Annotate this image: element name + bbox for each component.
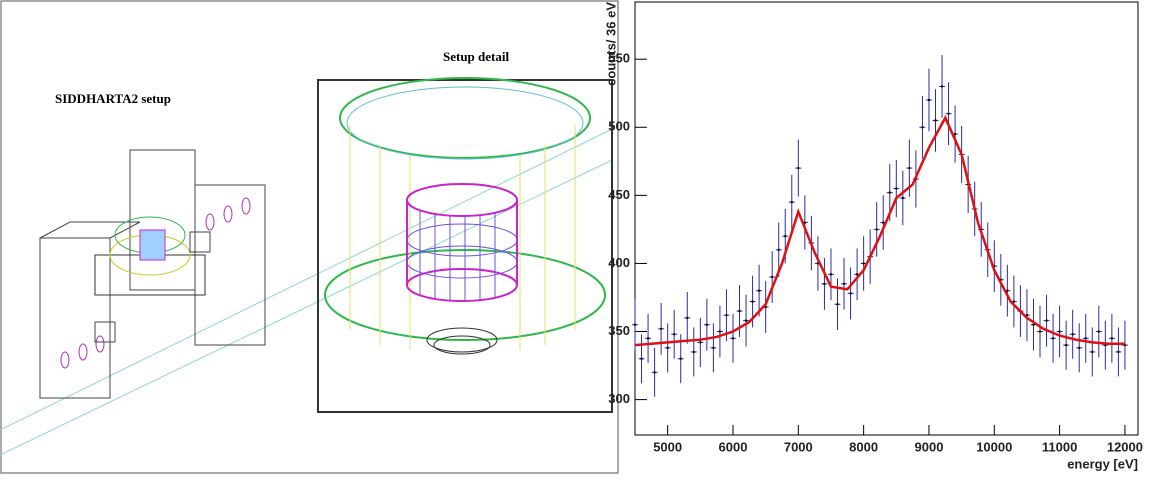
plot-frame: [634, 1, 1139, 436]
data-point: [731, 337, 735, 340]
data-point: [770, 275, 774, 279]
x-axis-label: energy [eV]: [1067, 456, 1138, 471]
data-point: [934, 119, 937, 122]
data-point: [882, 221, 885, 224]
y-tick-label: 350: [608, 323, 630, 338]
data-point: [875, 228, 878, 231]
x-tick-label: 8000: [849, 439, 878, 454]
data-point: [1045, 319, 1048, 322]
data-point: [751, 300, 754, 303]
data-point: [1071, 333, 1074, 336]
plate: [129, 149, 196, 291]
data-point: [679, 357, 682, 360]
data-point: [901, 196, 905, 200]
x-tick-label: 11000: [1042, 439, 1077, 454]
data-point: [842, 282, 846, 286]
block: [94, 321, 116, 343]
x-tick-label: 6000: [719, 439, 748, 454]
data-point: [947, 112, 950, 115]
beam-line: [0, 129, 611, 431]
data-point: [1097, 330, 1101, 333]
data-point: [790, 200, 793, 204]
y-tick-label: 400: [608, 255, 630, 270]
data-point: [738, 309, 741, 313]
data-point: [1091, 350, 1094, 354]
data-point: [1038, 330, 1042, 333]
plate: [39, 237, 111, 399]
data-point: [1051, 337, 1055, 340]
data-point: [705, 323, 709, 326]
data-point: [940, 85, 944, 88]
x-tick-label: 12000: [1107, 439, 1143, 454]
data-point: [927, 98, 931, 102]
data-point: [1078, 346, 1081, 350]
data-point: [1084, 337, 1087, 340]
setup-diagram: SIDDHARTA2 setup Setup detail: [0, 0, 619, 474]
data-point: [653, 371, 656, 374]
ring: [346, 86, 584, 160]
data-point: [1117, 350, 1120, 354]
y-tick-label: 550: [608, 51, 630, 66]
block: [189, 231, 211, 253]
data-point: [784, 235, 787, 238]
data-point: [744, 319, 748, 322]
cylinder-cells: [406, 210, 518, 301]
detail-box: [317, 79, 613, 413]
data-point: [718, 330, 722, 333]
x-tick-label: 9000: [915, 439, 944, 454]
fit-curve: [634, 114, 1125, 347]
data-point: [1058, 330, 1061, 333]
data-point: [823, 282, 826, 286]
data-point: [921, 126, 924, 129]
data-point: [797, 166, 800, 170]
panel-border: [0, 0, 619, 474]
data-point: [1006, 289, 1009, 292]
data-point: [633, 323, 637, 326]
y-tick-label: 500: [608, 119, 630, 134]
cylinder-top: [406, 183, 518, 217]
data-point: [855, 273, 859, 276]
data-point: [1110, 337, 1114, 340]
y-axis-label: counts/ 36 eV: [603, 2, 618, 86]
data-point: [908, 166, 911, 170]
ring: [426, 327, 498, 353]
data-point: [699, 341, 702, 344]
cylinder: [139, 229, 166, 261]
detail-label: Setup detail: [443, 49, 509, 64]
x-tick-label: 7000: [784, 439, 813, 454]
data-point: [725, 313, 728, 317]
data-point: [640, 357, 643, 360]
data-point: [712, 346, 715, 350]
data-point: [757, 289, 761, 292]
data-point: [1064, 343, 1068, 347]
y-tick-label: 300: [608, 391, 630, 406]
data-point: [1012, 300, 1016, 303]
ring: [339, 77, 591, 159]
data-point: [895, 187, 898, 190]
y-tick-label: 450: [608, 187, 630, 202]
yellow-posts: [349, 125, 576, 350]
x-tick-label: 5000: [653, 439, 682, 454]
data-point: [659, 327, 663, 330]
data-point: [686, 316, 689, 320]
rings: [60, 197, 251, 369]
data-point: [862, 262, 865, 265]
ring: [433, 335, 491, 355]
data-point: [777, 248, 780, 252]
setup-label: SIDDHARTA2 setup: [55, 91, 171, 106]
beam-line: [0, 159, 613, 456]
data-point: [666, 346, 669, 350]
data-point: [646, 337, 650, 340]
plate: [39, 221, 141, 239]
data-point: [888, 191, 891, 194]
data-point: [692, 350, 695, 354]
data-point: [849, 292, 852, 295]
data-point: [672, 333, 676, 336]
data-point: [836, 303, 839, 306]
x-tick-label: 10000: [976, 439, 1012, 454]
data-point: [829, 273, 833, 276]
data-point: [953, 132, 957, 136]
